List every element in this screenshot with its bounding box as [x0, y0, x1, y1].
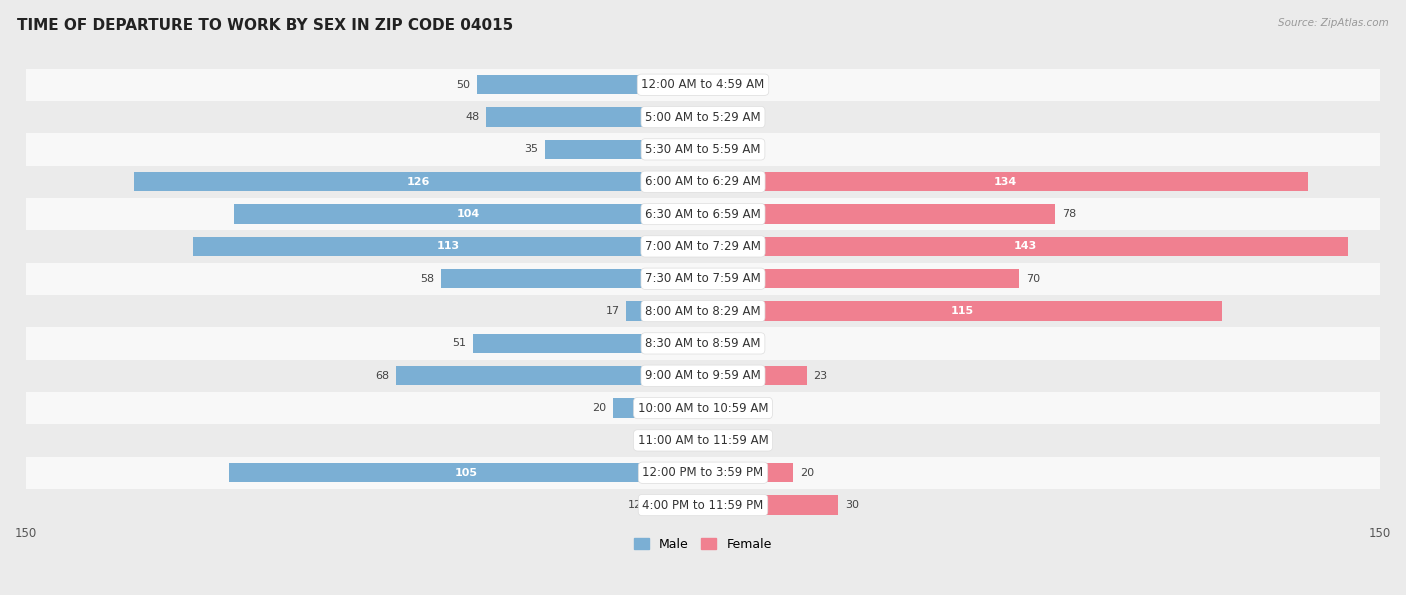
Bar: [229, 463, 703, 483]
Bar: [17, 359, 1389, 392]
Bar: [17, 327, 1389, 359]
Bar: [472, 334, 703, 353]
Text: 7:00 AM to 7:29 AM: 7:00 AM to 7:29 AM: [645, 240, 761, 253]
Text: 10:00 AM to 10:59 AM: 10:00 AM to 10:59 AM: [638, 402, 768, 415]
Text: 5:30 AM to 5:59 AM: 5:30 AM to 5:59 AM: [645, 143, 761, 156]
Text: 104: 104: [457, 209, 479, 219]
Text: 0: 0: [689, 436, 696, 446]
Bar: [703, 366, 807, 386]
Bar: [546, 140, 703, 159]
Text: 6:30 AM to 6:59 AM: 6:30 AM to 6:59 AM: [645, 208, 761, 221]
Bar: [703, 334, 725, 353]
Text: 51: 51: [453, 339, 467, 349]
Text: 20: 20: [800, 468, 814, 478]
Bar: [17, 68, 1389, 101]
Bar: [626, 301, 703, 321]
Text: TIME OF DEPARTURE TO WORK BY SEX IN ZIP CODE 04015: TIME OF DEPARTURE TO WORK BY SEX IN ZIP …: [17, 18, 513, 33]
Bar: [703, 496, 838, 515]
Text: 9:00 AM to 9:59 AM: 9:00 AM to 9:59 AM: [645, 369, 761, 382]
Text: 4:00 PM to 11:59 PM: 4:00 PM to 11:59 PM: [643, 499, 763, 512]
Bar: [17, 456, 1389, 489]
Text: 12: 12: [628, 500, 643, 510]
Text: 12:00 PM to 3:59 PM: 12:00 PM to 3:59 PM: [643, 466, 763, 479]
Bar: [17, 392, 1389, 424]
Text: 20: 20: [592, 403, 606, 413]
Bar: [396, 366, 703, 386]
Legend: Male, Female: Male, Female: [630, 533, 776, 556]
Bar: [703, 398, 748, 418]
Bar: [17, 295, 1389, 327]
Text: 50: 50: [457, 80, 471, 90]
Bar: [17, 230, 1389, 262]
Text: 23: 23: [814, 371, 828, 381]
Text: 126: 126: [406, 177, 430, 187]
Bar: [613, 398, 703, 418]
Text: 143: 143: [1014, 242, 1038, 251]
Bar: [17, 133, 1389, 165]
Bar: [703, 301, 1222, 321]
Text: 0: 0: [710, 112, 717, 122]
Text: 113: 113: [436, 242, 460, 251]
Text: 0: 0: [710, 80, 717, 90]
Bar: [17, 101, 1389, 133]
Text: 8:00 AM to 8:29 AM: 8:00 AM to 8:29 AM: [645, 305, 761, 318]
Text: 68: 68: [375, 371, 389, 381]
Text: 105: 105: [454, 468, 478, 478]
Bar: [703, 172, 1308, 192]
Text: 6:00 AM to 6:29 AM: 6:00 AM to 6:29 AM: [645, 175, 761, 188]
Bar: [441, 269, 703, 289]
Bar: [17, 489, 1389, 521]
Text: 58: 58: [420, 274, 434, 284]
Text: 10: 10: [755, 403, 769, 413]
Text: 70: 70: [1025, 274, 1040, 284]
Bar: [648, 496, 703, 515]
Bar: [17, 424, 1389, 456]
Text: 17: 17: [606, 306, 620, 316]
Text: 30: 30: [845, 500, 859, 510]
Text: 11:00 AM to 11:59 AM: 11:00 AM to 11:59 AM: [638, 434, 768, 447]
Text: 78: 78: [1062, 209, 1076, 219]
Bar: [233, 204, 703, 224]
Bar: [703, 204, 1054, 224]
Text: 8:30 AM to 8:59 AM: 8:30 AM to 8:59 AM: [645, 337, 761, 350]
Text: 134: 134: [994, 177, 1017, 187]
Bar: [486, 107, 703, 127]
Bar: [703, 269, 1019, 289]
Bar: [17, 262, 1389, 295]
Text: 0: 0: [710, 145, 717, 154]
Text: 7:30 AM to 7:59 AM: 7:30 AM to 7:59 AM: [645, 273, 761, 285]
Text: 12:00 AM to 4:59 AM: 12:00 AM to 4:59 AM: [641, 78, 765, 91]
Text: 5: 5: [733, 339, 740, 349]
Bar: [17, 165, 1389, 198]
Bar: [135, 172, 703, 192]
Bar: [703, 463, 793, 483]
Text: 48: 48: [465, 112, 479, 122]
Text: Source: ZipAtlas.com: Source: ZipAtlas.com: [1278, 18, 1389, 28]
Text: 115: 115: [950, 306, 974, 316]
Text: 0: 0: [710, 436, 717, 446]
Bar: [703, 237, 1348, 256]
Bar: [193, 237, 703, 256]
Text: 5:00 AM to 5:29 AM: 5:00 AM to 5:29 AM: [645, 111, 761, 124]
Bar: [17, 198, 1389, 230]
Text: 35: 35: [524, 145, 538, 154]
Bar: [478, 75, 703, 95]
